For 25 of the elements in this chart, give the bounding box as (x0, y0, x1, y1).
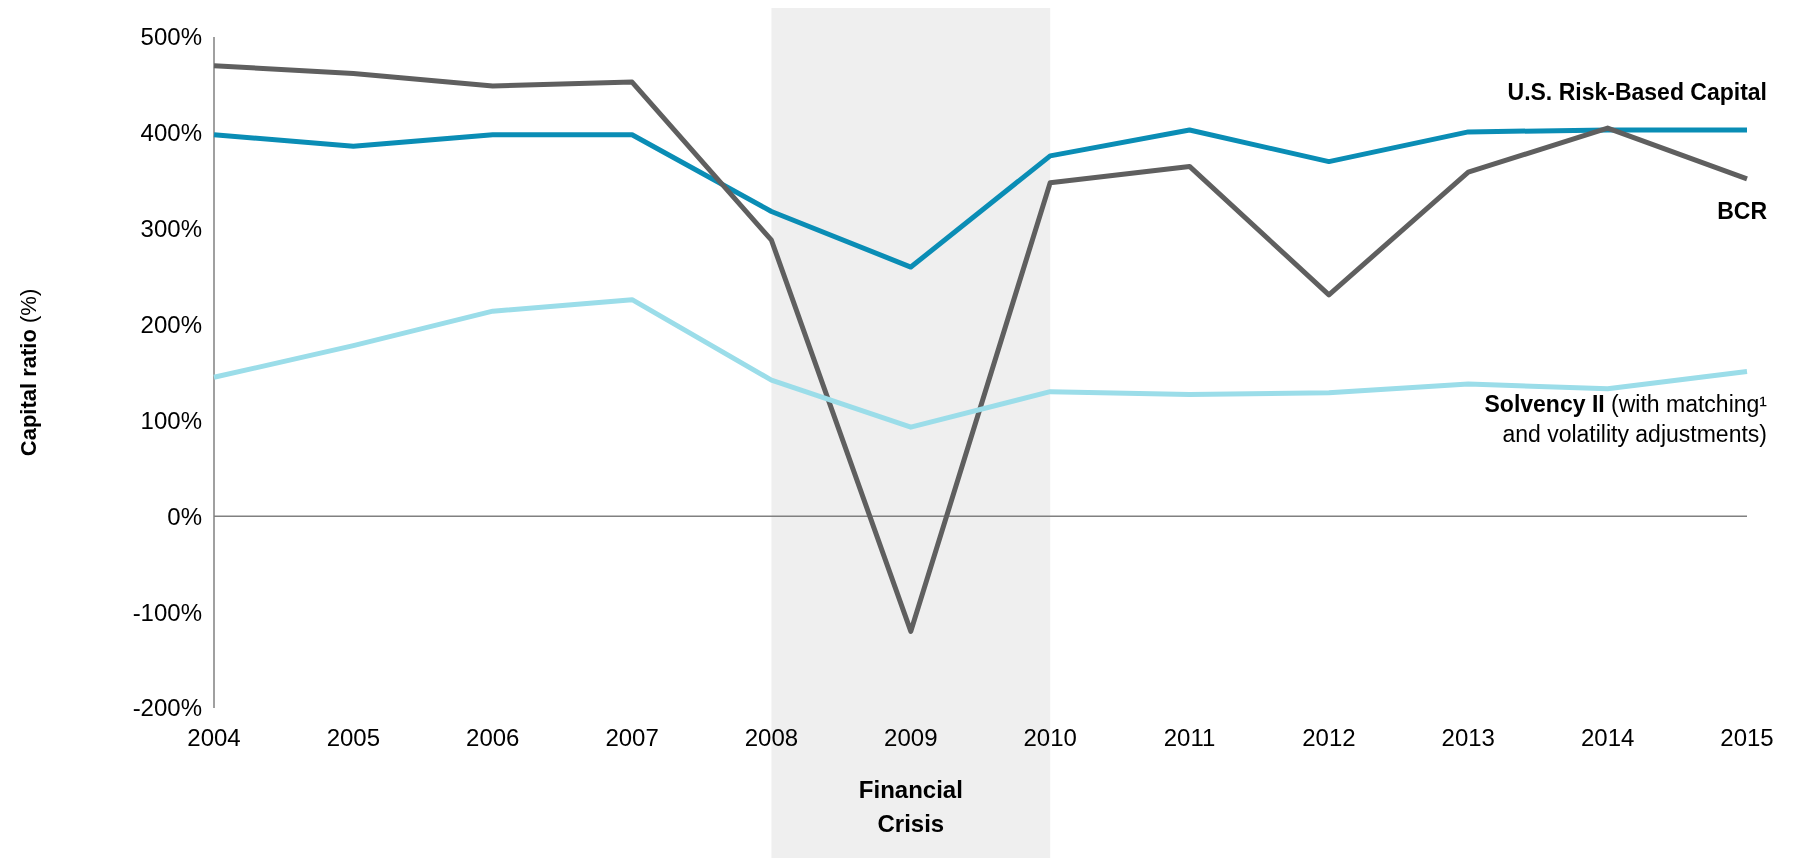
x-tick-label: 2011 (1163, 724, 1216, 751)
y-tick-label: 100% (140, 406, 202, 434)
series-label: Solvency II (with matching¹ and volatility adjustments) (1484, 390, 1768, 447)
x-tick-label: 2006 (466, 724, 520, 751)
y-axis-title: Capital ratio (%) (16, 288, 41, 457)
x-tick-label: 2008 (744, 724, 799, 751)
y-tick-label: 400% (140, 119, 202, 147)
x-tick-label: 2010 (1023, 724, 1077, 751)
x-tick-label: 2004 (187, 724, 241, 751)
x-tick-label: 2013 (1441, 724, 1495, 751)
series-label: BCR (1717, 197, 1768, 224)
series-label: U.S. Risk-Based Capital (1507, 78, 1767, 105)
band-label: Financial Crisis (858, 776, 963, 837)
y-tick-label: -200% (132, 694, 202, 722)
x-tick-label: 2009 (884, 724, 938, 751)
x-tick-label: 2014 (1580, 724, 1635, 751)
x-tick-label: 2007 (605, 724, 659, 751)
y-tick-label: 500% (140, 23, 202, 51)
x-tick-label: 2012 (1302, 724, 1356, 751)
y-tick-label: 0% (167, 502, 202, 530)
y-tick-label: 200% (140, 310, 202, 338)
y-tick-label: 300% (140, 215, 202, 243)
x-tick-label: 2005 (326, 724, 381, 751)
x-tick-label: 2015 (1720, 724, 1774, 751)
y-tick-label: -100% (132, 598, 202, 626)
